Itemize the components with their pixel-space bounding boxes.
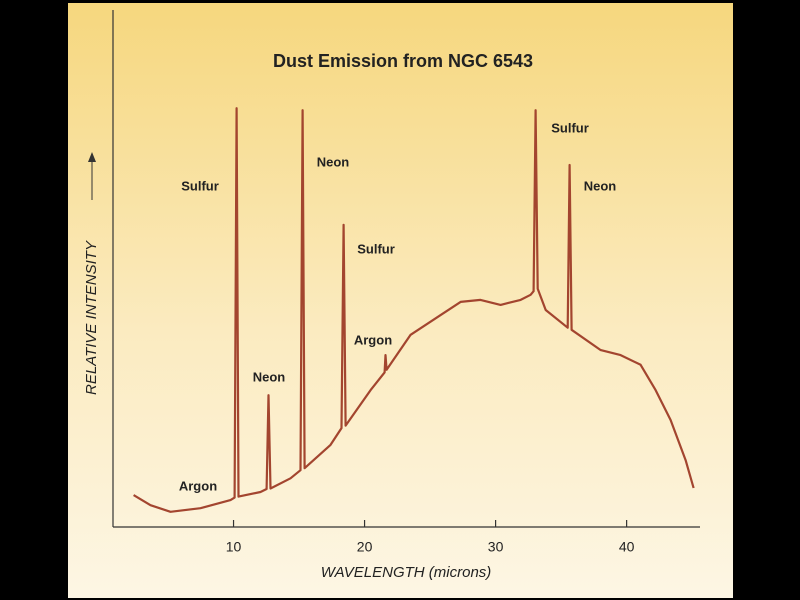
x-tick-label: 30 <box>488 539 504 555</box>
y-arrow-head <box>88 152 96 162</box>
annotation: Sulfur <box>181 178 219 193</box>
x-tick-label: 40 <box>619 539 635 555</box>
x-axis-label: WAVELENGTH (microns) <box>321 564 492 581</box>
annotation: Neon <box>253 369 286 384</box>
annotation: Sulfur <box>357 241 395 256</box>
annotation: Neon <box>317 154 350 169</box>
annotation: Neon <box>584 178 617 193</box>
panel <box>68 3 733 598</box>
annotation: Argon <box>179 478 217 493</box>
annotation: Sulfur <box>551 120 589 135</box>
spectrum-line <box>133 107 695 513</box>
x-tick-label: 10 <box>226 539 242 555</box>
chart-title: Dust Emission from NGC 6543 <box>273 51 533 71</box>
x-tick-label: 20 <box>357 539 373 555</box>
y-axis-label: RELATIVE INTENSITY <box>83 240 100 395</box>
annotation: Argon <box>354 332 392 347</box>
